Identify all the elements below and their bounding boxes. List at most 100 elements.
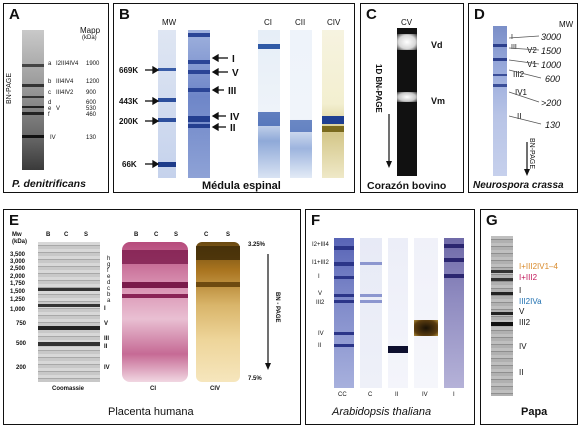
mass-label: 200 xyxy=(16,365,27,371)
panel-letter: A xyxy=(9,6,20,23)
mass-label: >200 xyxy=(541,98,562,108)
complex-label: IV xyxy=(230,112,240,123)
civ-lane xyxy=(322,30,344,178)
lane-label: IV xyxy=(422,392,428,398)
panel-letter: E xyxy=(9,212,20,229)
caption: Médula espinal xyxy=(202,180,281,192)
band-letter: f xyxy=(48,112,50,118)
gel-label: CI xyxy=(150,386,156,392)
mass-label: 3,000 xyxy=(10,259,26,265)
mass-label: 1,750 xyxy=(10,281,26,287)
guide-lines xyxy=(508,35,542,176)
band-letter: e xyxy=(107,274,111,280)
cii-lane xyxy=(290,30,312,178)
lane-label: I xyxy=(453,392,455,398)
band-letter: d xyxy=(48,100,52,106)
lane-head: C xyxy=(204,232,209,238)
lane-label: CII xyxy=(295,18,306,27)
band-mass: 600 xyxy=(86,100,97,106)
g-label: IV xyxy=(519,342,527,351)
complex-label: I xyxy=(232,54,235,65)
axis-label: BN-PAGE xyxy=(528,138,535,169)
mw-lane xyxy=(158,30,176,178)
lane-label: CIV xyxy=(327,18,341,27)
g-label: I xyxy=(519,286,522,295)
panel-letter: B xyxy=(119,6,130,23)
complex-label: V xyxy=(318,291,323,297)
complex-label: II xyxy=(318,343,322,349)
complex-label: III2 xyxy=(513,70,525,79)
lane-head: C xyxy=(64,232,69,238)
mapp-unit: (kDa) xyxy=(82,35,97,41)
mw-label: MW xyxy=(162,18,177,27)
ci-lane xyxy=(258,30,280,178)
lane-head: S xyxy=(84,232,89,238)
g-label: III2IVa xyxy=(519,297,542,306)
mass-label: 750 xyxy=(16,321,27,327)
lane-label: II xyxy=(395,392,399,398)
panel-g: G I+III2IV1–4 I+III2 I III2IVa V III2 IV… xyxy=(480,209,578,425)
mass-label: 3,500 xyxy=(10,252,26,258)
gel-lane xyxy=(22,30,44,170)
band-letter: b xyxy=(48,79,52,85)
band-name: IV xyxy=(50,135,56,141)
mass-label: 1000 xyxy=(541,60,562,70)
mapp-label: Mapp xyxy=(80,26,101,35)
gradient-bottom: 7.5% xyxy=(248,376,262,382)
complex-label: IV xyxy=(104,365,110,371)
complex-label: II xyxy=(230,123,236,134)
lane-label: CI xyxy=(264,18,272,27)
mw-label: MW xyxy=(559,20,574,29)
ii-lane xyxy=(388,238,408,388)
marker-label: 443K xyxy=(119,97,139,106)
complex-label: I2+III4 xyxy=(312,242,329,248)
caption: Papa xyxy=(521,406,548,418)
arrow-layer xyxy=(145,53,228,169)
iv-lane xyxy=(414,238,438,388)
mass-label: 500 xyxy=(16,341,27,347)
panel-letter: G xyxy=(486,212,498,229)
complex-label: II xyxy=(517,112,522,121)
caption: Placenta humana xyxy=(108,406,194,418)
gel-lane xyxy=(491,236,513,396)
mass-label: 600 xyxy=(545,74,561,84)
band-name: III4IV2 xyxy=(56,90,74,96)
caption: Arabidopsis thaliana xyxy=(332,406,432,418)
marker-label: 200K xyxy=(119,117,139,126)
band-name: V xyxy=(56,106,61,112)
lane-label: C xyxy=(368,392,373,398)
mass-label: 1,000 xyxy=(10,307,26,313)
g-label: I+III2 xyxy=(519,273,538,282)
gradient-top: 3.25% xyxy=(248,242,266,248)
complex-label: I xyxy=(104,306,106,312)
gel-lane xyxy=(493,26,507,176)
band-letter: g xyxy=(107,262,111,268)
g-label: I+III2IV1–4 xyxy=(519,262,558,271)
mass-label: 1500 xyxy=(541,46,562,56)
lane-label: CC xyxy=(338,392,347,398)
lane-label: CV xyxy=(401,18,413,27)
lane-head: C xyxy=(154,232,159,238)
mw-label: Mw xyxy=(12,232,22,238)
lane-head: S xyxy=(174,232,179,238)
cv-lane xyxy=(397,28,417,176)
complex-label: III xyxy=(511,44,517,51)
band-mass: 530 xyxy=(86,106,97,112)
complex-label: V xyxy=(104,321,109,327)
g-label: III2 xyxy=(519,318,531,327)
complex-label: II xyxy=(104,344,108,350)
ci-gel xyxy=(122,242,188,382)
complex-label: I1+III2 xyxy=(312,260,329,266)
mass-label: 2,000 xyxy=(10,274,26,280)
coomassie-gel xyxy=(38,242,100,382)
band-letter: d xyxy=(107,280,111,286)
panel-b: B MW 669K 443K 200K 66K I V III IV II xyxy=(113,3,355,193)
axis-arrow xyxy=(265,254,271,370)
band-letter: e xyxy=(48,106,52,112)
band-letter: c xyxy=(107,286,110,292)
i-lane xyxy=(444,238,464,388)
gel-label: CIV xyxy=(210,386,221,392)
g-label: II xyxy=(519,368,524,377)
panel-e: E Mw (kDa) 3,500 3,000 2,500 2,000 1,750… xyxy=(3,209,301,425)
panel-letter: C xyxy=(366,6,377,23)
